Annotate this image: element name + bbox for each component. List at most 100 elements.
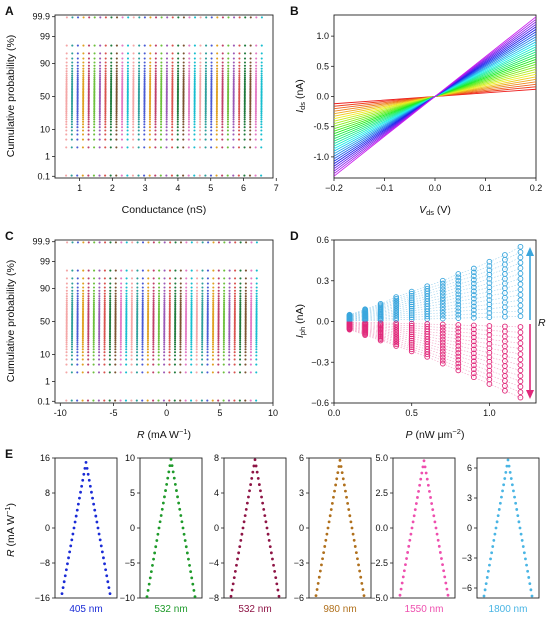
panel-c-point [250, 325, 253, 328]
panel-a-point [238, 96, 241, 99]
panel-d-point-negative [455, 339, 462, 346]
panel-e-y-tick-label: −2.5 [370, 558, 388, 568]
panel-a-point [232, 100, 235, 103]
panel-a-point [98, 126, 101, 129]
panel-c-point [65, 333, 68, 336]
panel-d-point-negative [439, 333, 446, 340]
panel-e-point [489, 557, 492, 561]
panel-b-x-tick-label: −0.1 [376, 183, 394, 193]
panel-a-point [187, 174, 190, 177]
panel-a-point [137, 116, 140, 119]
panel-c-point [211, 354, 215, 357]
panel-a-point [221, 87, 224, 90]
panel-a-point [126, 105, 129, 108]
panel-c-point [179, 337, 182, 340]
panel-c-point [157, 345, 160, 348]
panel-c-point [141, 312, 144, 315]
panel-d-point-negative [502, 353, 508, 359]
panel-a-point [160, 97, 163, 100]
panel-c-point [190, 325, 193, 328]
panel-e-point [265, 526, 269, 530]
panel-a-point [204, 88, 207, 91]
panel-c-point [212, 305, 215, 308]
panel-c-series-15 [141, 241, 145, 402]
panel-e-point [350, 526, 354, 530]
panel-a-point [65, 126, 68, 129]
panel-c-point [184, 399, 187, 402]
panel-c-point [174, 310, 177, 313]
panel-a-point [65, 87, 68, 90]
panel-a-point [126, 97, 129, 100]
panel-a-point [82, 57, 85, 60]
panel-c-point [244, 363, 247, 366]
panel-a-point [221, 85, 224, 88]
panel-e-point [341, 477, 345, 481]
panel-c-point [168, 351, 171, 354]
panel-e-point [231, 582, 235, 586]
panel-c-point [217, 289, 220, 292]
panel-c-point [217, 318, 220, 321]
panel-d-point-positive [408, 305, 415, 312]
panel-c-point [206, 295, 209, 298]
panel-c-point [120, 295, 123, 298]
panel-a-point [188, 91, 191, 94]
panel-d-point-negative [439, 327, 446, 334]
panel-c-point [152, 310, 155, 313]
panel-c-point [114, 292, 117, 295]
panel-a-point [254, 94, 258, 97]
panel-c-point [157, 308, 160, 311]
panel-c-point [239, 289, 242, 292]
panel-a-point [188, 87, 191, 90]
panel-a-point [199, 99, 202, 102]
panel-c-point [87, 308, 90, 311]
panel-c-point [81, 313, 85, 316]
panel-a-point [93, 133, 96, 136]
panel-c-point [222, 312, 226, 315]
panel-d-point-positive [517, 302, 524, 309]
panel-c-point [163, 351, 166, 354]
panel-a-point [249, 97, 252, 100]
panel-c-point [130, 289, 133, 292]
panel-c-point [195, 305, 198, 308]
panel-a-point [98, 102, 101, 105]
panel-a-point [115, 116, 118, 119]
panel-c-point [233, 282, 237, 285]
panel-e-point [159, 514, 163, 517]
panel-a-point [65, 85, 68, 88]
panel-a-point [193, 85, 196, 88]
panel-a-point [154, 83, 157, 86]
panel-a-point [137, 96, 140, 99]
panel-a-point [115, 108, 118, 111]
panel-a-point [254, 100, 257, 103]
panel-e-y-tick-label: −8 [209, 593, 219, 603]
panel-a-point [171, 16, 174, 19]
panel-c-point [228, 295, 231, 298]
panel-a-point [104, 87, 107, 90]
panel-a-point [233, 16, 236, 19]
panel-c-point [157, 297, 161, 300]
panel-c-point [217, 328, 220, 331]
panel-c-point [239, 332, 242, 335]
panel-c-point [114, 341, 117, 344]
panel-d-guide-negative [349, 327, 521, 377]
panel-b-y-tick-label: 0.0 [316, 92, 329, 102]
panel-a-point [70, 110, 74, 113]
panel-d-point-positive [486, 275, 493, 282]
panel-c-point [131, 241, 134, 244]
panel-a-point [243, 146, 246, 149]
panel-c-point [136, 319, 139, 322]
panel-a-series-15 [143, 16, 146, 177]
panel-c-point [108, 348, 111, 351]
panel-a-point [249, 52, 252, 55]
panel-d-point-positive [439, 277, 446, 284]
panel-a-point [159, 133, 163, 136]
panel-a-point [82, 96, 85, 99]
panel-c-point [206, 333, 209, 336]
panel-a-point [165, 97, 168, 100]
panel-a-point [115, 70, 118, 73]
panel-c-point [87, 358, 90, 361]
panel-c-point [125, 307, 128, 310]
panel-c-point [174, 341, 177, 344]
panel-c-point [255, 305, 258, 308]
panel-e-y-tick-label: 5.0 [375, 453, 388, 463]
